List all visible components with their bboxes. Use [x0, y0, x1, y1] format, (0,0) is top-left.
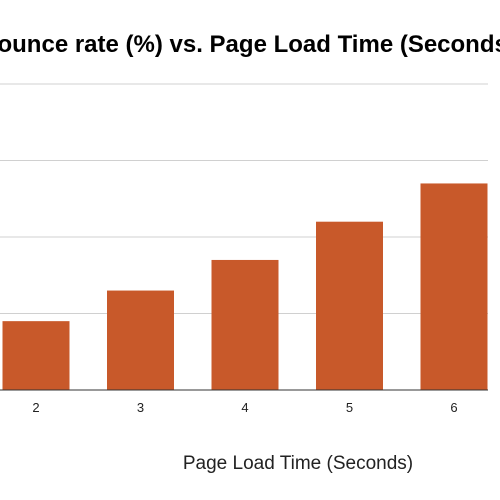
chart-title: Bounce rate (%) vs. Page Load Time (Seco… [0, 31, 500, 58]
x-axis-label: Page Load Time (Seconds) [183, 453, 413, 474]
x-tick-label: 4 [241, 400, 248, 415]
bar-6 [420, 183, 488, 390]
x-tick-label: 2 [32, 400, 39, 415]
bars [2, 183, 488, 390]
x-tick-label: 6 [450, 400, 457, 415]
bar-2 [2, 321, 70, 390]
x-tick-labels: 2 3 4 5 6 [32, 400, 457, 415]
x-tick-label: 5 [346, 400, 353, 415]
bar-4 [211, 259, 279, 390]
bar-5 [316, 221, 383, 390]
bar-3 [107, 290, 174, 390]
x-tick-label: 3 [137, 400, 144, 415]
